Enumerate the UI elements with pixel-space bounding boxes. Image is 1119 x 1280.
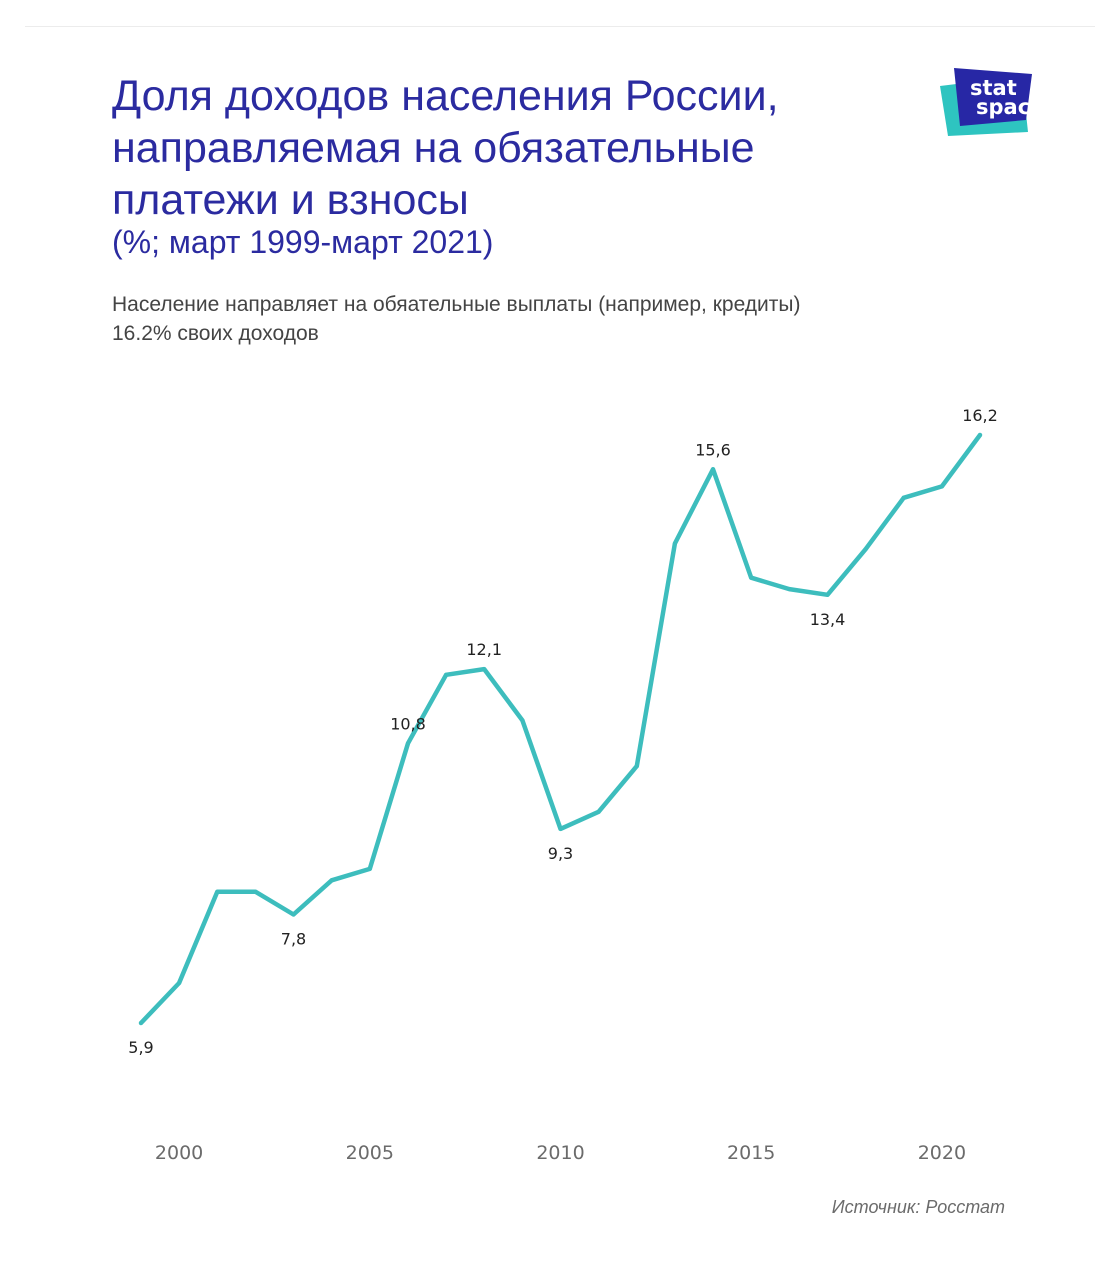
data-point-2003 [291, 912, 296, 917]
data-point-2016 [787, 587, 792, 592]
x-tick-label-2015: 2015 [727, 1142, 775, 1164]
data-point-2012 [634, 764, 639, 769]
data-point-2004 [329, 878, 334, 883]
data-point-2018 [863, 547, 868, 552]
title-line-1: Доля доходов населения России, [112, 72, 779, 120]
data-point-2017 [825, 592, 830, 597]
data-label-2003: 7,8 [281, 930, 306, 949]
data-point-2007 [444, 672, 449, 677]
data-label-2021: 16,2 [962, 406, 998, 425]
data-point-2014 [711, 467, 715, 472]
logo-text-line-1: stat [970, 76, 1017, 100]
data-point-2008 [482, 667, 487, 672]
data-label-2017: 13,4 [810, 610, 846, 629]
logo-text-line-2: space [976, 95, 1044, 119]
statspace-logo: stat space [940, 68, 1044, 136]
x-tick-label-2005: 2005 [346, 1142, 394, 1164]
x-tick-label-2020: 2020 [918, 1142, 966, 1164]
data-point-2000 [177, 981, 182, 985]
data-point-2002 [253, 889, 258, 894]
data-point-2001 [215, 889, 220, 894]
logo-front-shape [954, 68, 1032, 126]
data-point-2015 [749, 575, 754, 580]
data-point-2006 [406, 741, 410, 746]
page-title: Доля доходов населения России, направляе… [112, 70, 912, 226]
data-labels-layer: 5,9 7,8 10,8 12,1 9,3 15,6 13,4 16,2 [128, 406, 998, 1057]
data-point-2011 [596, 809, 601, 814]
data-label-2006: 10,8 [390, 714, 426, 733]
data-label-2014: 15,6 [695, 440, 731, 459]
data-point-2005 [367, 866, 372, 871]
x-tick-label-2010: 2010 [536, 1142, 584, 1164]
x-tick-label-2000: 2000 [155, 1142, 203, 1164]
x-axis-ticks: 2000 2005 2010 2015 2020 [155, 1142, 966, 1164]
description-line-1: Население направляет на обяательные выпл… [112, 293, 801, 316]
data-point-2021 [978, 433, 982, 437]
title-line-3: платежи и взносы [112, 176, 469, 224]
title-line-2: направляемая на обязательные [112, 124, 755, 172]
data-label-2008: 12,1 [466, 640, 502, 659]
data-point-1999 [139, 1021, 143, 1025]
data-point-2010 [558, 826, 563, 831]
data-point-2013 [672, 541, 677, 546]
chart-description: Население направляет на обяательные выпл… [112, 290, 1012, 348]
series-line-0 [138, 432, 983, 1026]
data-point-2020 [939, 484, 944, 489]
description-line-2: 16.2% своих доходов [112, 322, 319, 345]
series-layer [138, 432, 983, 1026]
data-point-2009 [520, 718, 525, 723]
data-point-2019 [901, 495, 906, 500]
source-note: Источник: Росстат [831, 1197, 1005, 1217]
data-label-2010: 9,3 [548, 844, 573, 863]
page-subtitle: (%; март 1999-март 2021) [112, 224, 494, 260]
top-divider [25, 26, 1095, 27]
data-label-1999: 5,9 [128, 1038, 153, 1057]
